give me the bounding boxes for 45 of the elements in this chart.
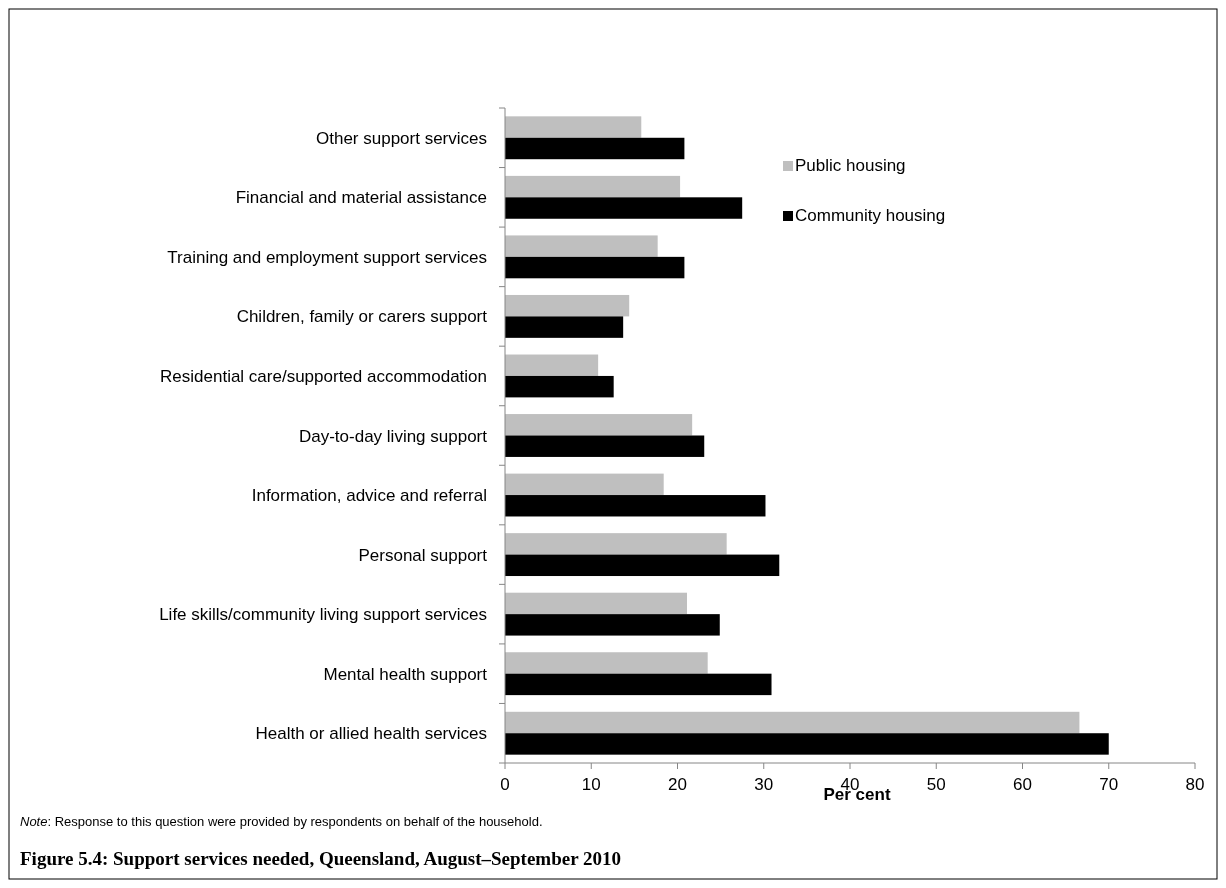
x-tick-label: 50	[926, 775, 946, 794]
y-tick-label: Residential care/supported accommodation	[160, 366, 487, 386]
y-tick-label: Training and employment support services	[167, 247, 487, 267]
y-tick-label: Personal support	[358, 545, 488, 565]
x-tick-label: 30	[754, 775, 774, 794]
text: Figure 5.4: Support services needed, Queensland, August–September 2010	[20, 848, 621, 869]
bar	[505, 495, 766, 517]
bar	[505, 175, 681, 198]
legend-label: Community housing	[795, 206, 946, 225]
bar	[505, 435, 705, 457]
bar	[505, 197, 743, 219]
y-tick-label: Life skills/community living support services	[159, 605, 487, 625]
bar	[505, 473, 664, 496]
bar	[505, 316, 624, 338]
y-tick-label: Children, family or carers support	[236, 307, 488, 327]
x-tick-label: 60	[1013, 775, 1032, 794]
bar	[505, 652, 708, 674]
y-tick-label: Financial and material assistance	[235, 188, 487, 208]
bar	[505, 733, 1109, 755]
x-tick-label: 20	[668, 775, 687, 794]
bar	[505, 294, 630, 317]
x-tick-label: 80	[1185, 775, 1205, 794]
y-tick-label: Day-to-day living support	[298, 426, 488, 446]
bar	[505, 533, 727, 555]
bar	[505, 614, 720, 636]
bar	[505, 673, 772, 696]
y-tick-label: Other support services	[315, 128, 487, 148]
legend-label: Public housing	[795, 156, 906, 175]
y-tick-label: Mental health support	[323, 664, 488, 684]
x-tick-label: 0	[500, 775, 510, 794]
bar	[505, 711, 1080, 734]
bar	[505, 375, 614, 398]
bar	[505, 116, 642, 138]
x-tick-label: 10	[581, 775, 601, 794]
bar	[505, 592, 687, 615]
bar	[505, 554, 780, 577]
text: Note: Response to this question were provided by respondents on behalf of the household.	[20, 814, 543, 829]
y-tick-label: Information, advice and referral	[251, 486, 487, 506]
bar	[505, 256, 685, 279]
bar	[505, 354, 599, 376]
bar	[505, 137, 685, 160]
bar	[505, 235, 658, 257]
y-tick-label: Health or allied health services	[255, 724, 487, 744]
bar	[505, 414, 693, 436]
x-tick-label: 70	[1099, 775, 1119, 794]
